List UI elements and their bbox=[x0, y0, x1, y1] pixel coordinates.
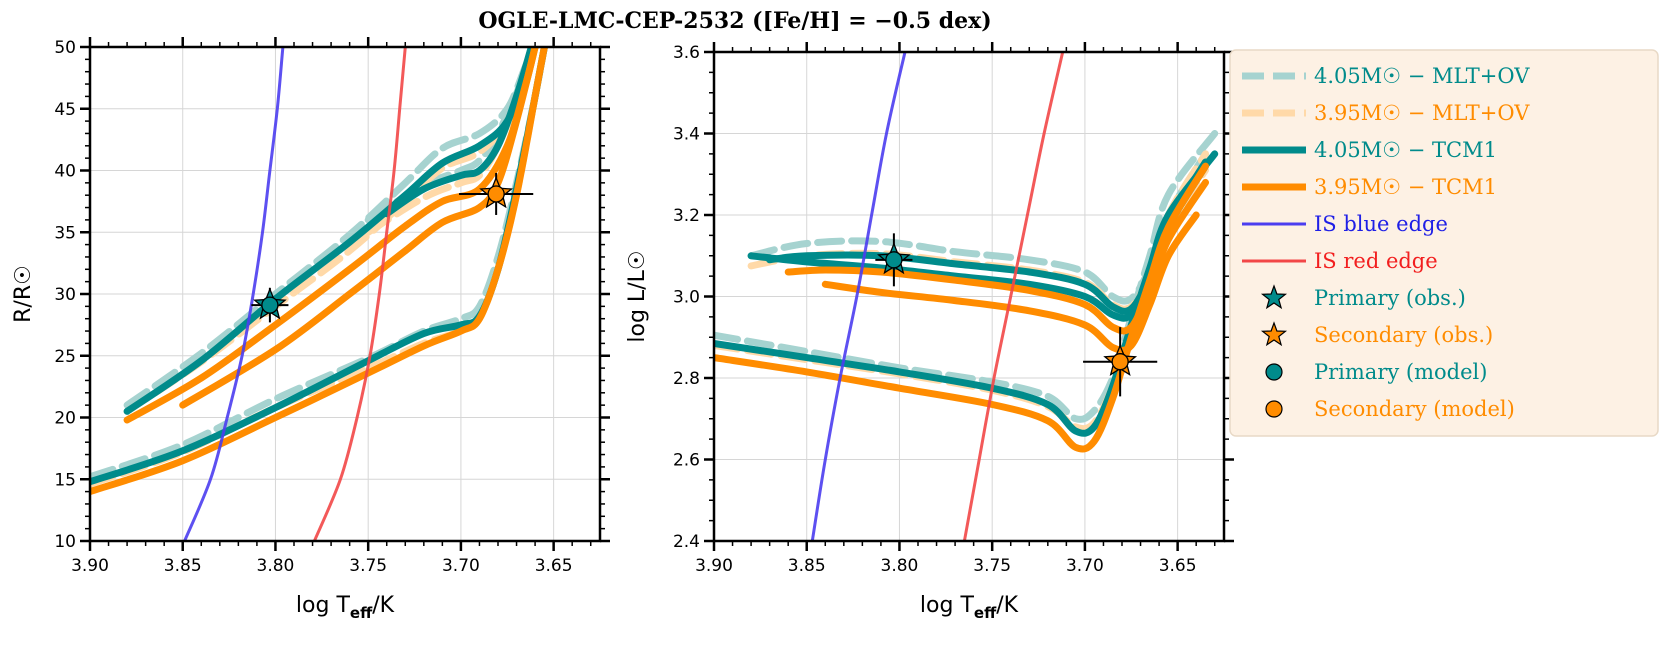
left-x-tick-label-1: 3.85 bbox=[164, 556, 202, 576]
legend-label: Secondary (model) bbox=[1314, 397, 1515, 421]
legend-entry-4-05m-mlt-ov: 4.05M☉ − MLT+OV bbox=[1242, 64, 1530, 88]
left-series-group bbox=[90, 47, 548, 541]
left-y-tick-label-4: 30 bbox=[54, 285, 76, 305]
left-x-tick-label-4: 3.70 bbox=[442, 556, 480, 576]
right-line-3-95m-mlt-ov-0 bbox=[714, 150, 1209, 433]
legend-star-icon bbox=[1260, 284, 1288, 310]
legend-label: IS red edge bbox=[1314, 249, 1438, 273]
legend-label: Secondary (obs.) bbox=[1314, 323, 1493, 347]
legend-label: 4.05M☉ − MLT+OV bbox=[1314, 64, 1530, 88]
panel-right-luminosity-chart: 3.90 3.85 3.80 3.75 3.70 3.65 2.4 2.6 2.8 3.0 3.2 3… bbox=[625, 42, 1234, 622]
left-y-tick-label-8: 50 bbox=[54, 38, 76, 58]
right-x-tick-label-2: 3.80 bbox=[881, 556, 919, 576]
right-circle-primary-model bbox=[885, 251, 903, 269]
legend-entry-primary-model: Primary (model) bbox=[1265, 360, 1487, 384]
right-line-3-95m-tcm1-2 bbox=[821, 211, 1200, 354]
left-y-tick-label-7: 45 bbox=[54, 100, 76, 120]
right-y-tick-label-1: 2.6 bbox=[673, 451, 700, 471]
legend-label: 4.05M☉ − TCM1 bbox=[1314, 138, 1497, 162]
legend-entry-secondary-obs: Secondary (obs.) bbox=[1260, 321, 1493, 347]
figure-title: OGLE-LMC-CEP-2532 ([Fe/H] = −0.5 dex) bbox=[478, 8, 991, 34]
right-circle-secondary-model bbox=[1111, 353, 1129, 371]
left-x-axis-label: log Teff/K bbox=[296, 593, 395, 622]
left-line-is-blue-edge-0 bbox=[183, 47, 285, 541]
legend-entry-is-blue-edge: IS blue edge bbox=[1242, 212, 1448, 236]
right-y-tick-label-2: 2.8 bbox=[673, 369, 700, 389]
right-y-tick-label-6: 3.6 bbox=[673, 43, 700, 63]
left-axes-frame bbox=[88, 45, 602, 543]
left-circle-primary-model bbox=[261, 296, 279, 314]
left-x-tick-label-0: 3.90 bbox=[71, 556, 109, 576]
left-points-group bbox=[251, 172, 534, 323]
legend-entry-primary-obs: Primary (obs.) bbox=[1260, 284, 1466, 310]
right-y-tick-label-0: 2.4 bbox=[673, 532, 700, 552]
legend-box bbox=[1229, 49, 1659, 437]
left-y-tick-label-2: 20 bbox=[54, 409, 76, 429]
legend-entry-secondary-model: Secondary (model) bbox=[1265, 397, 1515, 421]
right-points-group bbox=[875, 233, 1158, 397]
legend-label: Primary (model) bbox=[1314, 360, 1487, 384]
right-line-is-blue-edge-0 bbox=[810, 52, 907, 541]
legend-label: 3.95M☉ − MLT+OV bbox=[1314, 101, 1530, 125]
legend-label: 3.95M☉ − TCM1 bbox=[1314, 175, 1497, 199]
left-y-tick-label-0: 10 bbox=[54, 532, 76, 552]
left-x-tick-label-5: 3.65 bbox=[535, 556, 573, 576]
right-x-tick-label-1: 3.85 bbox=[788, 556, 826, 576]
right-line-4-05m-mlt-ov-0 bbox=[714, 130, 1219, 423]
left-line-4-05m-tcm1-1 bbox=[123, 47, 539, 415]
right-x-tick-label-4: 3.70 bbox=[1066, 556, 1104, 576]
left-y-axis-label: R/R☉ bbox=[11, 265, 36, 323]
left-line-4-05m-tcm1-2 bbox=[383, 47, 535, 218]
right-ticks: 3.90 3.85 3.80 3.75 3.70 3.65 2.4 2.6 2.8 3.0 3.2 3… bbox=[673, 42, 1234, 576]
legend-entry-is-red-edge: IS red edge bbox=[1242, 249, 1438, 273]
right-x-tick-label-5: 3.65 bbox=[1159, 556, 1197, 576]
right-line-3-95m-tcm1-1 bbox=[784, 178, 1209, 335]
right-x-axis-label: log Teff/K bbox=[920, 593, 1019, 622]
legend-circle-icon bbox=[1265, 400, 1283, 418]
right-y-axis-label: log L/L☉ bbox=[625, 250, 650, 342]
right-y-tick-label-4: 3.2 bbox=[673, 206, 700, 226]
left-y-tick-label-1: 15 bbox=[54, 470, 76, 490]
legend-label: IS blue edge bbox=[1314, 212, 1448, 236]
right-x-tick-label-3: 3.75 bbox=[973, 556, 1011, 576]
right-series-group bbox=[714, 52, 1219, 541]
legend-star-icon bbox=[1260, 321, 1288, 347]
legend: 4.05M☉ − MLT+OV 3.95M☉ − MLT+OV 4.05M☉ − T… bbox=[1229, 49, 1659, 437]
panel-left-radius-chart: 3.90 3.85 3.80 3.75 3.70 3.65 10 15 20 25 30 35 40 45… bbox=[11, 37, 610, 622]
right-y-tick-label-3: 3.0 bbox=[673, 288, 700, 308]
legend-label: Primary (obs.) bbox=[1314, 286, 1466, 310]
left-line-4-05m-mlt-ov-1 bbox=[123, 47, 539, 409]
left-line-is-red-edge-0 bbox=[312, 47, 407, 541]
legend-entry-3-95m-tcm1: 3.95M☉ − TCM1 bbox=[1242, 175, 1497, 199]
left-line-3-95m-tcm1-2 bbox=[179, 47, 539, 409]
left-y-tick-label-5: 35 bbox=[54, 223, 76, 243]
left-circle-secondary-model bbox=[487, 185, 505, 203]
left-line-3-95m-tcm1-0 bbox=[90, 47, 548, 496]
left-line-3-95m-mlt-ov-1 bbox=[123, 47, 539, 415]
legend-entry-3-95m-mlt-ov: 3.95M☉ − MLT+OV bbox=[1242, 101, 1530, 125]
right-line-is-red-edge-0 bbox=[962, 52, 1065, 541]
right-y-tick-label-5: 3.4 bbox=[673, 125, 700, 145]
left-y-tick-label-3: 25 bbox=[54, 347, 76, 367]
left-y-tick-label-6: 40 bbox=[54, 162, 76, 182]
left-x-tick-label-3: 3.75 bbox=[349, 556, 387, 576]
right-x-tick-label-0: 3.90 bbox=[695, 556, 733, 576]
left-x-tick-label-2: 3.80 bbox=[257, 556, 295, 576]
legend-circle-icon bbox=[1265, 363, 1283, 381]
legend-entry-4-05m-tcm1: 4.05M☉ − TCM1 bbox=[1242, 138, 1497, 162]
right-axes-frame bbox=[712, 50, 1226, 543]
